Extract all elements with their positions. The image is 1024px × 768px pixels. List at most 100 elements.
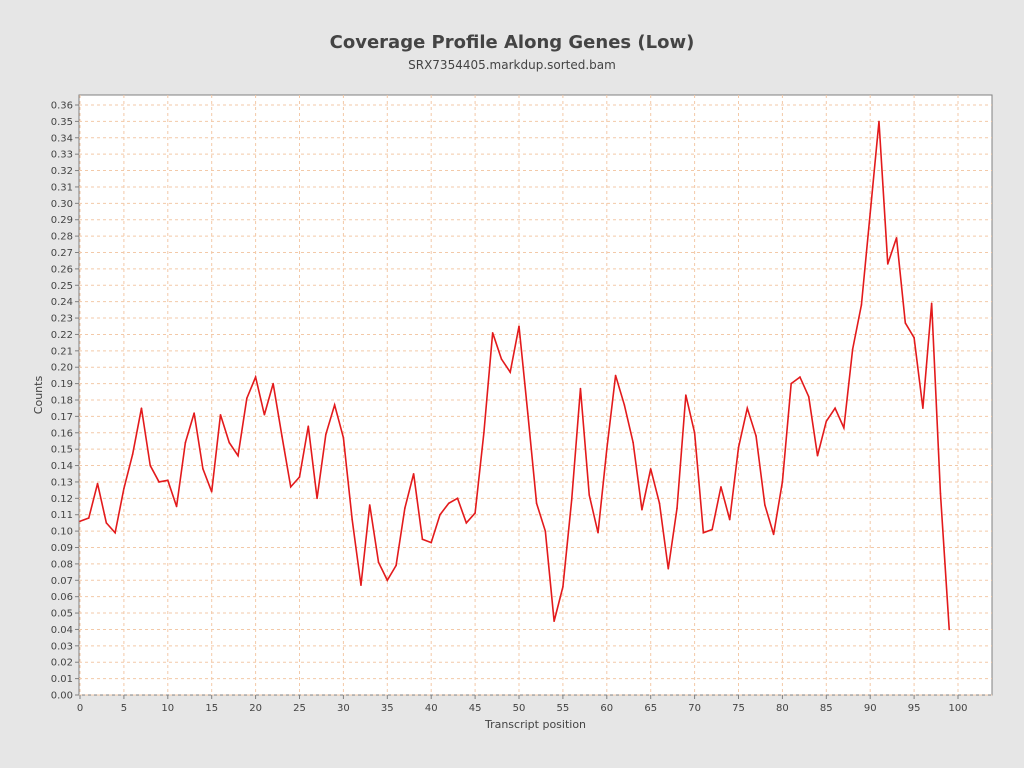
coverage-data-point [105, 522, 108, 524]
coverage-data-point [307, 425, 310, 428]
y-axis-label: Counts [32, 376, 45, 415]
coverage-data-point [720, 486, 722, 488]
y-tick-label: 0.16 [51, 428, 73, 439]
coverage-data-point [79, 520, 81, 523]
coverage-series-line [79, 121, 951, 630]
coverage-data-point [368, 504, 371, 506]
coverage-data-point [526, 412, 529, 414]
y-tick-label: 0.33 [51, 150, 73, 161]
coverage-data-point [764, 504, 766, 506]
coverage-data-point [430, 541, 433, 544]
coverage-data-point [922, 407, 924, 409]
coverage-data-point [562, 586, 564, 588]
coverage-data-point [535, 502, 538, 505]
x-tick-label: 15 [205, 703, 218, 714]
plot-area [78, 94, 993, 696]
y-tick-label: 0.12 [51, 494, 73, 505]
coverage-data-point [518, 325, 520, 328]
x-tick-label: 0 [77, 703, 83, 714]
y-tick-label: 0.09 [51, 543, 73, 554]
coverage-data-point [175, 505, 178, 508]
coverage-data-point [614, 374, 617, 377]
chart-title: Coverage Profile Along Genes (Low) [330, 32, 695, 53]
series-layer [79, 120, 951, 631]
x-tick-label: 35 [381, 703, 394, 714]
coverage-data-point [843, 427, 845, 429]
coverage-data-point [395, 564, 397, 567]
coverage-data-point [834, 407, 836, 409]
coverage-data-point [772, 533, 775, 536]
y-tick-label: 0.36 [51, 101, 73, 112]
coverage-data-point [939, 492, 942, 495]
coverage-data-point [193, 412, 195, 414]
coverage-data-point [456, 497, 459, 500]
x-tick-label: 50 [513, 703, 526, 714]
coverage-data-point [491, 332, 494, 334]
x-tick-label: 95 [908, 703, 921, 714]
y-tick-label: 0.31 [51, 182, 73, 193]
y-tick-label: 0.24 [51, 297, 73, 308]
y-tick-label: 0.15 [51, 445, 73, 456]
coverage-data-point [228, 441, 231, 444]
coverage-data-point [755, 435, 757, 437]
y-tick-label: 0.05 [51, 609, 73, 620]
y-tick-label: 0.18 [51, 396, 73, 407]
coverage-data-point [895, 236, 898, 239]
coverage-data-point [158, 481, 160, 483]
coverage-data-point [202, 468, 204, 470]
y-tick-label: 0.10 [51, 527, 73, 538]
coverage-data-point [886, 263, 889, 265]
coverage-data-point [377, 561, 380, 564]
x-tick-label: 5 [121, 703, 127, 714]
coverage-data-point [316, 497, 318, 500]
coverage-data-point [465, 522, 468, 524]
coverage-data-point [632, 441, 634, 444]
coverage-data-point [807, 395, 810, 398]
coverage-data-point [685, 394, 687, 396]
x-axis-ticks: 0 5 10 15 20 25 30 35 40 45 50 55 60 65 70 75 80 85 90 95 10… [77, 695, 968, 714]
x-axis-label: Transcript position [484, 718, 586, 731]
y-tick-label: 0.08 [51, 559, 73, 570]
coverage-data-point [219, 413, 222, 416]
coverage-data-point [281, 435, 283, 437]
coverage-data-point [667, 568, 670, 570]
y-tick-label: 0.19 [51, 379, 73, 390]
y-tick-label: 0.21 [51, 346, 73, 357]
coverage-data-point [333, 404, 336, 406]
coverage-data-point [799, 376, 801, 378]
y-axis-ticks: 0.00 0.01 0.02 0.03 0.04 0.05 0.06 0.07 0.08 0.09… [51, 101, 79, 702]
x-tick-label: 30 [337, 703, 350, 714]
y-tick-label: 0.25 [51, 281, 73, 292]
coverage-data-point [360, 584, 362, 586]
y-tick-label: 0.30 [51, 199, 73, 210]
y-tick-label: 0.32 [51, 166, 73, 177]
x-tick-label: 70 [688, 703, 701, 714]
coverage-data-point [447, 502, 450, 505]
coverage-data-point [439, 513, 441, 516]
y-tick-label: 0.22 [51, 330, 73, 341]
y-tick-label: 0.35 [51, 117, 73, 128]
coverage-data-point [851, 348, 854, 350]
coverage-data-point [246, 397, 248, 400]
y-tick-label: 0.17 [51, 412, 73, 423]
coverage-data-point [728, 518, 731, 521]
coverage-data-point [272, 382, 274, 385]
coverage-data-point [948, 628, 951, 631]
x-tick-label: 75 [732, 703, 745, 714]
coverage-data-point [421, 538, 424, 541]
coverage-data-point [904, 322, 907, 324]
coverage-data-point [96, 482, 99, 485]
coverage-data-point [606, 448, 608, 450]
coverage-data-point [693, 431, 696, 434]
coverage-data-point [781, 481, 784, 483]
coverage-data-point [816, 454, 819, 457]
coverage-data-point [298, 476, 301, 478]
x-tick-label: 10 [161, 703, 174, 714]
coverage-data-point [404, 507, 406, 509]
coverage-data-point [579, 387, 582, 390]
y-tick-label: 0.00 [51, 691, 73, 702]
y-tick-label: 0.28 [51, 232, 73, 243]
coverage-data-point [263, 413, 266, 416]
x-tick-label: 60 [600, 703, 613, 714]
coverage-data-point [483, 431, 485, 434]
